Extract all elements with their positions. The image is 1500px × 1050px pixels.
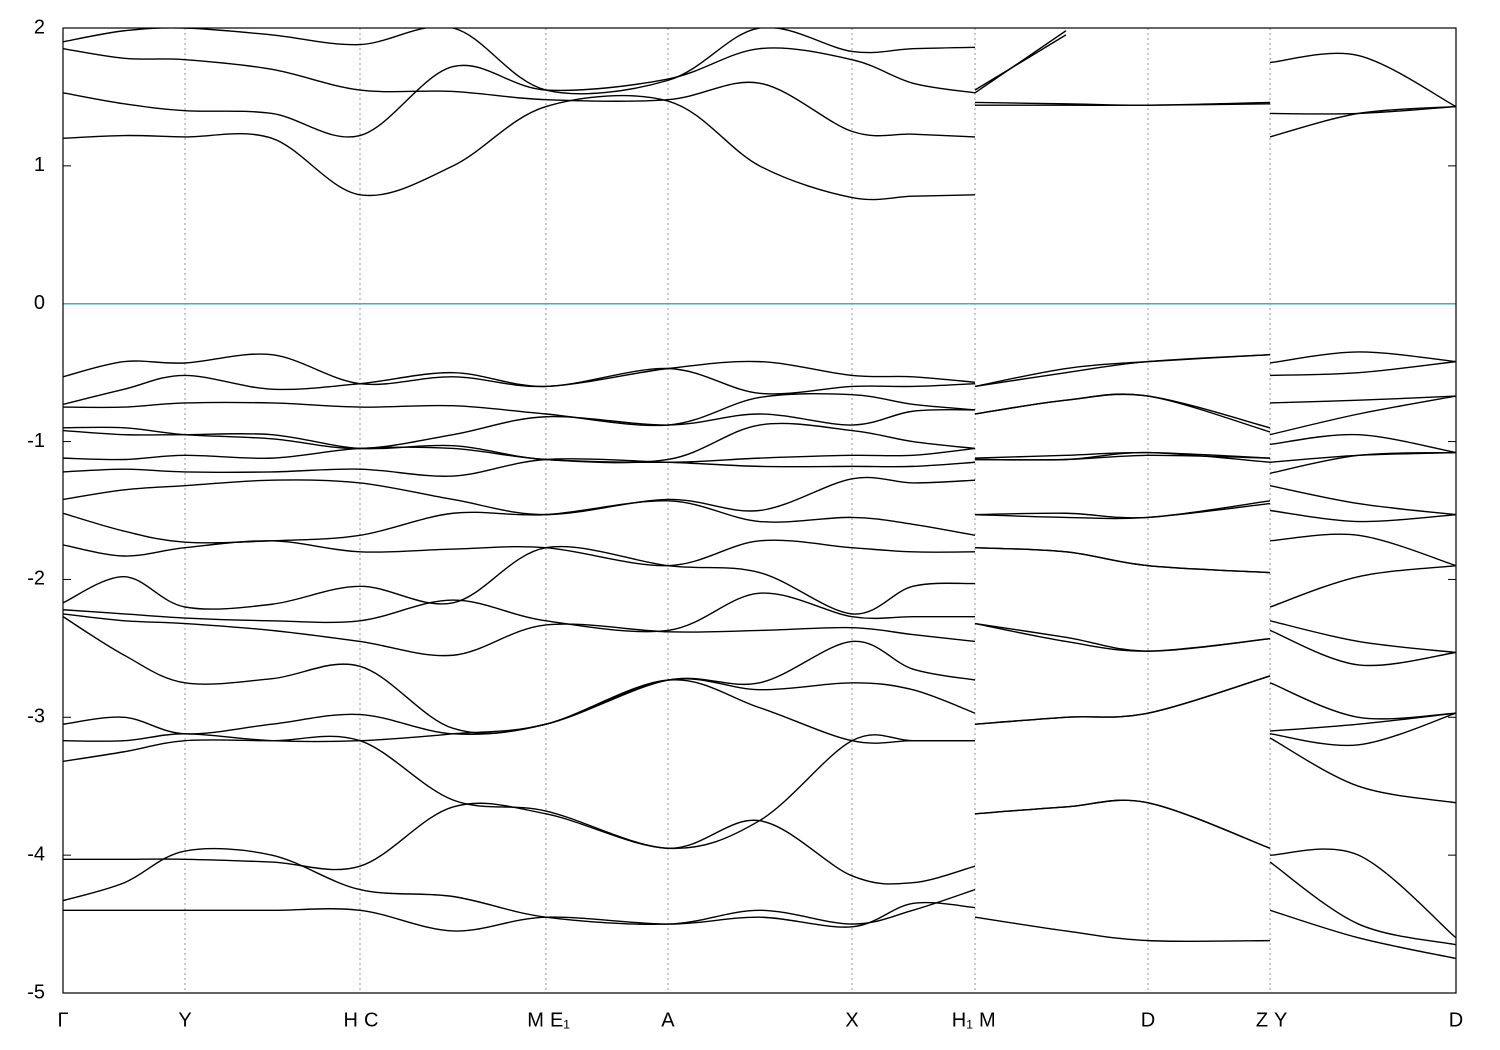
band-line — [63, 734, 1456, 850]
x-tick-label: M — [979, 1009, 996, 1031]
band-line — [63, 500, 1456, 544]
x-tick-label: C — [364, 1009, 378, 1031]
y-tick-label: -3 — [27, 706, 45, 728]
band-line — [63, 446, 1456, 463]
x-tick-label: H — [344, 1009, 358, 1031]
band-line — [63, 34, 1456, 138]
band-line — [63, 802, 1456, 943]
y-tick-label: -4 — [27, 843, 45, 865]
x-tick-label: Z — [1256, 1009, 1268, 1031]
y-tick-label: -5 — [27, 981, 45, 1003]
band-line — [63, 422, 1456, 464]
y-tick-label: -1 — [27, 430, 45, 452]
x-tick-label: H₁ — [952, 1009, 973, 1031]
x-tick-label: X — [845, 1009, 858, 1031]
band-line — [63, 675, 1456, 736]
plot-frame — [62, 27, 1457, 994]
band-line — [63, 847, 1456, 960]
y-tick-label: 1 — [34, 154, 45, 176]
x-tick-label: E₁ — [550, 1009, 570, 1031]
x-tick-label: D — [1141, 1009, 1155, 1031]
band-line — [63, 679, 1456, 849]
x-tick-label: Γ — [57, 1009, 68, 1031]
band-line — [63, 545, 1456, 615]
band-line — [63, 47, 1456, 138]
x-tick-label: M — [527, 1009, 544, 1031]
band-line — [63, 351, 1456, 388]
x-tick-label: Y — [178, 1009, 191, 1031]
band-line — [63, 393, 1456, 429]
y-tick-label: 2 — [34, 16, 45, 38]
band-line — [63, 476, 1456, 520]
band-line — [63, 861, 1456, 946]
band-line — [63, 616, 1456, 735]
band-line — [63, 94, 1456, 201]
band-line — [63, 354, 1456, 406]
x-tick-label: D — [1449, 1009, 1463, 1031]
band-line — [63, 533, 1456, 574]
band-line — [63, 613, 1456, 667]
band-line — [63, 451, 1456, 477]
band-line — [63, 592, 1456, 654]
x-tick-label: A — [661, 1009, 675, 1031]
bands — [63, 28, 1456, 960]
y-tick-label: -2 — [27, 568, 45, 590]
x-tick-label: Y — [1274, 1009, 1287, 1031]
y-tick-label: 0 — [34, 292, 45, 314]
